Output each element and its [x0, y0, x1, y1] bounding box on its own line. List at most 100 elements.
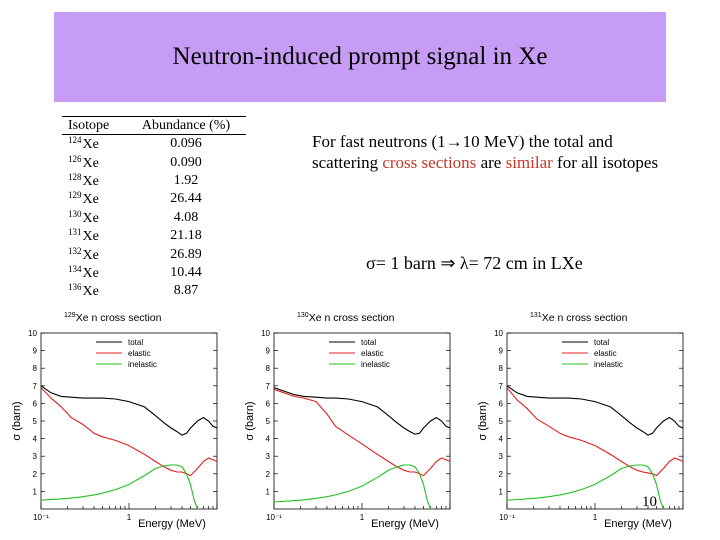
series-line-total: [40, 385, 218, 436]
desc-part2: 10 MeV) the total and scattering: [312, 132, 613, 172]
y-tick-label: 6: [33, 399, 38, 408]
cross-section-plot-xe131: 131Xe n cross section 1 2 3 4 5 6 7 8 9 10 10⁻¹ 1 Ene…: [470, 306, 698, 534]
y-axis-label: σ (barn): [244, 401, 256, 440]
x-tick-label: 10⁻¹: [33, 513, 49, 522]
x-tick-label: 1: [127, 513, 132, 522]
y-tick-label: 5: [266, 417, 271, 426]
mass-number: 130: [68, 208, 82, 219]
desc-part3: are: [476, 153, 506, 172]
table-row: 132Xe 26.89: [62, 245, 246, 263]
legend-label: inelastic: [594, 360, 623, 369]
x-tick-label: 1: [593, 513, 598, 522]
chart-svg: 129Xe n cross section 1 2 3 4 5 6 7 8 9 10 10⁻¹ 1 Ene…: [11, 312, 218, 530]
isotope-abundance-table: Isotope Abundance (%) 124Xe 0.096 126Xe 0.0…: [62, 116, 246, 301]
chart-svg: 130Xe n cross section 1 2 3 4 5 6 7 8 9 10 10⁻¹ 1 Ene…: [244, 312, 451, 530]
abundance-cell: 0.090: [170, 154, 202, 170]
y-tick-label: 6: [266, 399, 271, 408]
y-tick-label: 2: [499, 470, 504, 479]
y-tick-label: 5: [499, 417, 504, 426]
abundance-cell: 0.096: [170, 136, 202, 152]
chart-title-text: Xe n cross section: [542, 312, 628, 324]
abundance-cell: 21.18: [170, 228, 202, 244]
cross-section-plot-xe130: 130Xe n cross section 1 2 3 4 5 6 7 8 9 10 10⁻¹ 1 Ene…: [237, 306, 465, 534]
series-line-total: [273, 387, 451, 435]
table-body: 124Xe 0.096 126Xe 0.090 128Xe 1.92 129Xe 26.44 1…: [62, 135, 246, 301]
table-row: 130Xe 4.08: [62, 209, 246, 227]
desc-part4: for all isotopes: [552, 153, 659, 172]
y-tick-label: 4: [499, 435, 504, 444]
table-header-rule: [62, 134, 246, 135]
y-tick-label: 4: [266, 435, 271, 444]
mass-number: 134: [68, 263, 82, 274]
table-row: 128Xe 1.92: [62, 172, 246, 190]
slide-title-bar: Neutron-induced prompt signal in Xe: [54, 12, 666, 102]
x-tick-label: 10⁻¹: [266, 513, 282, 522]
isotope-cell: 129Xe: [62, 190, 126, 208]
y-tick-label: 9: [266, 347, 271, 356]
y-tick-label: 3: [499, 452, 504, 461]
legend-label: elastic: [361, 349, 384, 358]
y-tick-label: 10: [261, 329, 270, 338]
chart-title: 130Xe n cross section: [297, 312, 395, 324]
chart-title: 131Xe n cross section: [530, 312, 628, 324]
x-axis-label: Energy (MeV): [138, 518, 206, 530]
element-symbol: Xe: [82, 265, 99, 281]
legend-label: total: [128, 338, 143, 347]
chart-title-mass: 130: [297, 312, 309, 319]
legend-label: total: [361, 338, 376, 347]
mean-free-path-formula: σ= 1 barn ⇒ λ= 72 cm in LXe: [366, 253, 583, 273]
table-header-row: Isotope Abundance (%): [62, 117, 246, 134]
table-row: 124Xe 0.096: [62, 135, 246, 153]
mass-number: 126: [68, 153, 82, 164]
element-symbol: Xe: [82, 192, 99, 208]
abundance-cell: 26.89: [170, 246, 202, 262]
table-row: 131Xe 21.18: [62, 227, 246, 245]
element-symbol: Xe: [82, 229, 99, 245]
element-symbol: Xe: [82, 173, 99, 189]
isotope-cell: 126Xe: [62, 154, 126, 172]
x-axis-label: Energy (MeV): [604, 518, 672, 530]
y-tick-label: 8: [499, 364, 504, 373]
header-abundance: Abundance (%): [141, 117, 231, 133]
y-tick-label: 7: [266, 382, 271, 391]
y-tick-label: 7: [499, 382, 504, 391]
x-axis-label: Energy (MeV): [371, 518, 439, 530]
y-tick-label: 7: [33, 382, 38, 391]
legend-label: total: [594, 338, 609, 347]
y-tick-label: 10: [494, 329, 503, 338]
element-symbol: Xe: [82, 247, 99, 263]
abundance-cell: 1.92: [173, 172, 199, 188]
y-tick-label: 3: [266, 452, 271, 461]
legend-label: inelastic: [128, 360, 157, 369]
y-tick-label: 10: [28, 329, 37, 338]
isotope-cell: 136Xe: [62, 282, 126, 300]
y-tick-label: 2: [33, 470, 38, 479]
series-line-inelastic: [40, 464, 199, 510]
y-tick-label: 9: [499, 347, 504, 356]
table-row: 134Xe 10.44: [62, 264, 246, 282]
chart-title-mass: 129: [64, 312, 76, 319]
chart-title-mass: 131: [530, 312, 542, 319]
y-tick-label: 5: [33, 417, 38, 426]
slide-title: Neutron-induced prompt signal in Xe: [172, 43, 548, 70]
y-axis-label: σ (barn): [11, 401, 23, 440]
desc-part1: For fast neutrons (1: [312, 132, 446, 151]
series-line-total: [506, 385, 684, 436]
cross-section-plot-xe129: 129Xe n cross section 1 2 3 4 5 6 7 8 9 10 10⁻¹ 1 Ene…: [4, 306, 232, 534]
series-line-elastic: [40, 387, 218, 477]
y-axis-label: σ (barn): [477, 401, 489, 440]
element-symbol: Xe: [82, 137, 99, 153]
y-tick-label: 1: [33, 487, 38, 496]
y-tick-label: 2: [266, 470, 271, 479]
element-symbol: Xe: [82, 210, 99, 226]
element-symbol: Xe: [82, 155, 99, 171]
table-top-rule: [62, 116, 246, 117]
mass-number: 128: [68, 171, 82, 182]
isotope-cell: 132Xe: [62, 246, 126, 264]
chart-svg: 131Xe n cross section 1 2 3 4 5 6 7 8 9 10 10⁻¹ 1 Ene…: [477, 312, 684, 530]
table-row: 136Xe 8.87: [62, 282, 246, 300]
isotope-cell: 128Xe: [62, 172, 126, 190]
mass-number: 132: [68, 245, 82, 256]
page-number: 10: [642, 494, 657, 510]
legend-label: inelastic: [361, 360, 390, 369]
